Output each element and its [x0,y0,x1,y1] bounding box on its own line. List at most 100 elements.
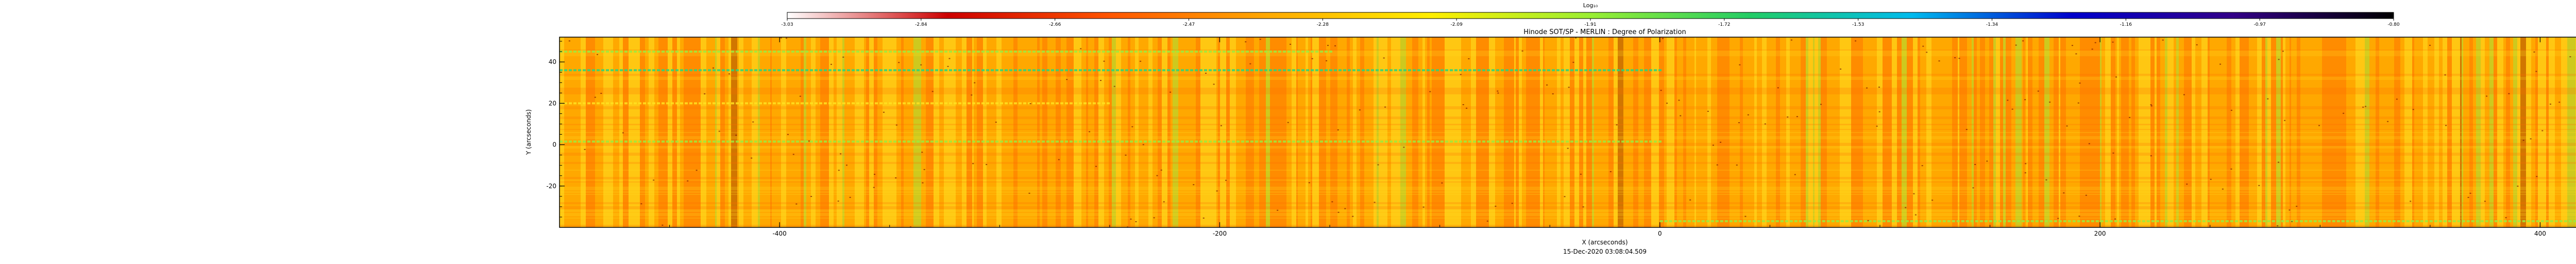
heatmap-column [2023,37,2025,227]
heatmap-column [1116,37,1121,227]
heatmap-feature [879,102,883,105]
heatmap-feature [2336,220,2340,222]
heatmap-feature [675,102,679,105]
heatmap-column [1220,37,1226,227]
heatmap-feature [1032,102,1036,105]
heatmap-speckle [1130,218,1132,220]
heatmap-feature [2230,220,2233,222]
heatmap-feature [1102,69,1105,72]
heatmap-feature [1715,220,1719,222]
heatmap-feature [805,140,808,143]
heatmap-feature [2063,220,2066,222]
plot-frame [559,37,2576,228]
heatmap-speckle [1095,166,1097,167]
heatmap-column [890,37,896,227]
heatmap-feature [1148,51,1151,53]
plot-area [560,37,2576,227]
heatmap-feature [1046,102,1049,105]
heatmap-feature [611,69,614,72]
heatmap-column [1485,37,1489,227]
heatmap-feature [926,140,929,143]
heatmap-feature [2299,220,2303,222]
heatmap-feature [1561,69,1564,72]
heatmap-column [840,37,842,227]
heatmap-feature [954,102,957,105]
heatmap-feature [2513,220,2516,222]
heatmap-column [2494,37,2497,227]
heatmap-feature [1167,69,1170,72]
heatmap-feature [1436,140,1439,143]
heatmap-feature [926,69,929,72]
heatmap-feature [972,51,975,53]
heatmap-feature [1724,220,1728,222]
heatmap-feature [1887,220,1890,222]
heatmap-feature [1729,220,1733,222]
heatmap-feature [870,69,873,72]
heatmap-column [1312,37,1315,227]
heatmap-feature [680,102,683,105]
heatmap-row [560,132,2576,133]
heatmap-feature [986,51,989,53]
heatmap-speckle [1777,87,1779,89]
heatmap-feature [815,102,818,105]
heatmap-feature [1121,69,1124,72]
heatmap-feature [1028,140,1031,143]
heatmap-column [901,37,904,227]
heatmap-feature [620,69,623,72]
heatmap-speckle [1220,125,1222,126]
heatmap-feature [2457,220,2461,222]
heatmap-feature [833,140,836,143]
heatmap-column [1897,37,1902,227]
heatmap-feature [1111,51,1114,53]
heatmap-feature [652,140,655,143]
heatmap-feature [1315,69,1318,72]
heatmap-feature [1808,220,1811,222]
heatmap-feature [1172,69,1175,72]
heatmap-feature [1241,51,1244,53]
heatmap-column [2361,37,2365,227]
heatmap-speckle [1787,116,1789,118]
heatmap-feature [995,51,998,53]
heatmap-feature [2540,220,2544,222]
heatmap-speckle [1572,61,1574,63]
heatmap-column [1434,37,1439,227]
heatmap-feature [1538,140,1541,143]
heatmap-speckle [1913,193,1915,194]
heatmap-row [560,179,2576,180]
heatmap-feature [652,102,655,105]
heatmap-column [2201,37,2208,227]
heatmap-feature [2248,220,2252,222]
heatmap-feature [1121,140,1124,143]
heatmap-column [869,37,874,227]
heatmap-column [1432,37,1434,227]
heatmap-column [1066,37,1072,227]
heatmap-feature [1612,140,1615,143]
heatmap-speckle [2469,192,2471,194]
heatmap-feature [573,69,577,72]
heatmap-feature [1654,140,1657,143]
heatmap-speckle [1747,114,1749,116]
heatmap-speckle [1462,104,1464,105]
heatmap-feature [1658,69,1662,72]
heatmap-feature [1376,69,1379,72]
heatmap-feature [777,69,781,72]
heatmap-speckle [2045,179,2047,180]
heatmap-feature [740,102,743,105]
heatmap-feature [1292,140,1295,143]
heatmap-feature [912,69,915,72]
heatmap-feature [1232,51,1235,53]
heatmap-column [1671,37,1674,227]
heatmap-feature [824,140,827,143]
heatmap-column [1536,37,1540,227]
heatmap-column [1275,37,1277,227]
heatmap-speckle [2412,109,2414,110]
heatmap-speckle [2486,95,2488,97]
heatmap-speckle [895,177,897,179]
heatmap-feature [601,51,604,53]
colorbar-tick-label: -1.34 [1986,22,1998,27]
heatmap-feature [1093,51,1096,53]
heatmap-feature [611,102,614,105]
heatmap-feature [1701,220,1705,222]
heatmap-feature [2040,220,2043,222]
heatmap-column [2246,37,2249,227]
